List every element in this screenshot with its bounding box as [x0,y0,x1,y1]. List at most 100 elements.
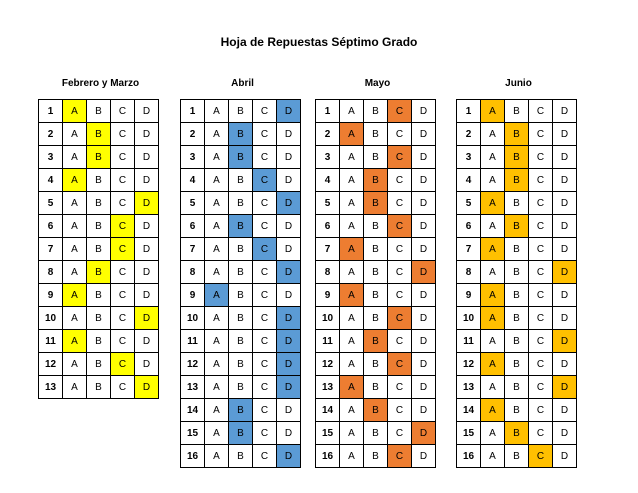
answer-option-cell: D [411,329,436,353]
question-number: 8 [456,260,481,284]
correct-answer-cell: A [339,283,364,307]
correct-answer-cell: B [228,421,253,445]
answer-option-cell: D [411,444,436,468]
answer-option-cell: D [552,214,577,238]
answer-option-cell: C [387,375,412,399]
answer-option-cell: B [363,352,388,376]
answer-option-cell: C [387,283,412,307]
correct-answer-cell: B [228,145,253,169]
answer-option-cell: C [252,214,277,238]
month-label: Abril [231,78,254,89]
answer-option-cell: C [528,329,553,353]
question-number: 2 [456,122,481,146]
question-number: 6 [456,214,481,238]
question-number: 10 [315,306,340,330]
answer-option-cell: B [504,375,529,399]
answer-option-cell: B [363,99,388,123]
answer-option-cell: B [504,352,529,376]
answer-option-cell: D [276,168,301,192]
answer-option-cell: A [339,329,364,353]
table-row: 10 A B C D [456,306,577,330]
answer-option-cell: D [276,283,301,307]
correct-answer-cell: B [86,122,111,146]
correct-answer-cell: D [552,375,577,399]
answer-option-cell: B [86,375,111,399]
answer-option-cell: C [528,398,553,422]
table-row: 11 A B C D [456,329,577,353]
correct-answer-cell: C [110,237,135,261]
question-number: 1 [38,99,63,123]
answer-option-cell: D [134,145,159,169]
answer-option-cell: C [110,375,135,399]
table-row: 12 A B C D [180,352,301,376]
correct-answer-cell: B [86,145,111,169]
question-number: 8 [38,260,63,284]
answer-option-cell: D [411,306,436,330]
answer-option-cell: B [363,122,388,146]
question-number: 2 [315,122,340,146]
answer-option-cell: D [411,283,436,307]
answer-option-cell: C [110,145,135,169]
answer-option-cell: B [228,375,253,399]
answer-option-cell: A [339,398,364,422]
table-row: 11 A B C D [180,329,301,353]
answer-option-cell: D [552,283,577,307]
answer-option-cell: C [528,99,553,123]
answer-option-cell: B [363,375,388,399]
answer-option-cell: A [204,306,229,330]
answer-option-cell: B [86,329,111,353]
correct-answer-cell: B [228,122,253,146]
answer-option-cell: A [339,260,364,284]
answer-option-cell: D [552,398,577,422]
answer-option-cell: A [62,260,87,284]
correct-answer-cell: D [134,306,159,330]
answer-option-cell: D [552,352,577,376]
correct-answer-cell: D [276,352,301,376]
answer-option-cell: C [387,421,412,445]
answer-option-cell: D [276,398,301,422]
correct-answer-cell: C [110,352,135,376]
question-number: 11 [38,329,63,353]
answer-option-cell: D [276,237,301,261]
correct-answer-cell: C [387,145,412,169]
answer-option-cell: A [339,352,364,376]
answer-option-cell: D [411,398,436,422]
answer-option-cell: C [110,191,135,215]
table-row: 12 A B C D [315,352,436,376]
month-label: Febrero y Marzo [61,78,140,89]
correct-answer-cell: D [276,99,301,123]
question-number: 7 [456,237,481,261]
answer-option-cell: B [228,352,253,376]
table-row: 13 A B C D [38,375,159,399]
question-number: 3 [456,145,481,169]
question-number: 15 [315,421,340,445]
answer-option-cell: B [504,99,529,123]
correct-answer-cell: A [480,306,505,330]
answer-option-cell: A [204,398,229,422]
answer-option-cell: B [86,306,111,330]
correct-answer-cell: C [252,237,277,261]
answer-option-cell: C [252,145,277,169]
question-number: 13 [315,375,340,399]
answer-option-cell: D [276,122,301,146]
answer-option-cell: D [411,214,436,238]
answer-option-cell: C [110,122,135,146]
question-number: 6 [38,214,63,238]
answer-option-cell: D [134,283,159,307]
correct-answer-cell: D [552,260,577,284]
question-number: 2 [38,122,63,146]
correct-answer-cell: A [339,375,364,399]
answer-option-cell: C [528,260,553,284]
month-label: Mayo [364,78,391,89]
answer-option-cell: A [339,99,364,123]
answer-option-cell: C [387,122,412,146]
correct-answer-cell: B [228,214,253,238]
question-number: 11 [456,329,481,353]
question-number: 3 [38,145,63,169]
